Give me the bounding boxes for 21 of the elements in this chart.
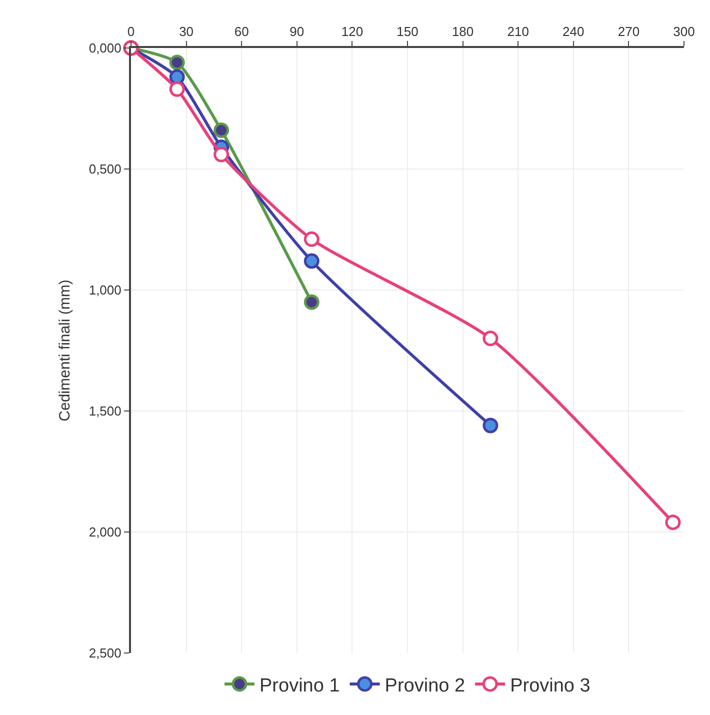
legend-label: Provino 3: [510, 675, 590, 696]
y-tick-label: 2,500: [88, 646, 122, 661]
x-tick-label: 90: [290, 24, 304, 39]
legend-label: Provino 1: [260, 675, 340, 696]
y-axis-title: Cedimenti finali (mm): [56, 280, 74, 422]
x-tick-label: 30: [179, 24, 194, 39]
x-tick-label: 150: [396, 24, 418, 39]
x-tick-label: 180: [452, 24, 474, 39]
x-tick-label: 60: [234, 24, 249, 39]
y-tick-label: 0,500: [88, 162, 122, 177]
y-tick-label: 2,000: [88, 524, 122, 540]
x-tick-label: 210: [507, 24, 529, 39]
legend-label: Provino 2: [384, 675, 466, 696]
x-tick-label: 240: [562, 24, 584, 39]
y-tick-label: 1,000: [88, 282, 122, 298]
x-tick-label: 300: [673, 24, 695, 39]
x-tick-label: 0: [127, 24, 135, 39]
x-tick-label: 120: [341, 24, 364, 39]
x-tick-label: 270: [618, 24, 640, 39]
y-tick-label: 1,500: [88, 404, 122, 419]
y-tick-label: 0,000: [88, 40, 122, 56]
